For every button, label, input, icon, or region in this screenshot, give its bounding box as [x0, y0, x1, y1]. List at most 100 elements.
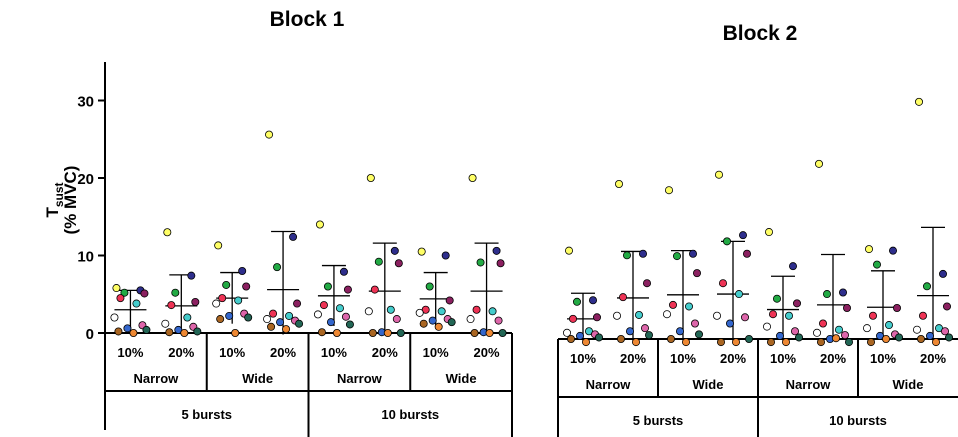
- data-point: [867, 338, 876, 347]
- data-point: [639, 249, 648, 258]
- data-point: [390, 246, 399, 255]
- data-point: [773, 294, 782, 303]
- data-point: [835, 325, 844, 334]
- data-point: [394, 259, 403, 268]
- data-point: [183, 313, 192, 322]
- data-point: [445, 296, 454, 305]
- data-point: [663, 310, 672, 319]
- data-point: [244, 313, 253, 322]
- data-point: [167, 301, 176, 310]
- data-point: [769, 310, 778, 319]
- data-point: [732, 338, 741, 347]
- data-point: [193, 327, 202, 336]
- data-point: [765, 228, 774, 237]
- data-point: [142, 325, 151, 334]
- x-group-label: Wide: [242, 371, 273, 386]
- x-group-label: Wide: [446, 371, 477, 386]
- x-tick-label: 10%: [570, 351, 596, 366]
- y-axis-label: Tsust: [43, 182, 66, 217]
- data-point: [717, 338, 726, 347]
- data-point: [635, 310, 644, 319]
- data-point: [915, 97, 924, 106]
- data-point: [476, 258, 485, 267]
- data-point: [745, 334, 754, 343]
- data-point: [723, 237, 732, 246]
- data-point: [238, 266, 247, 275]
- data-point: [343, 285, 352, 294]
- data-point: [323, 282, 332, 291]
- data-point: [823, 290, 832, 299]
- data-point: [267, 322, 276, 331]
- data-point: [695, 330, 704, 339]
- data-point: [214, 241, 223, 250]
- data-point: [926, 331, 935, 340]
- data-point: [345, 320, 354, 329]
- data-point: [741, 313, 750, 322]
- x-supergroup-label: 5 bursts: [633, 413, 684, 428]
- data-point: [171, 288, 180, 297]
- x-tick-label: 20%: [372, 345, 398, 360]
- data-point: [326, 318, 335, 327]
- data-point: [939, 269, 948, 278]
- x-tick-label: 20%: [820, 351, 846, 366]
- data-point: [873, 260, 882, 269]
- panel-1: 10% 20% 10% 20% 10% 20% 10% 20% Narrow Wide Narrow…: [105, 130, 513, 437]
- data-point: [632, 338, 641, 347]
- data-point: [576, 331, 585, 340]
- x-tick-label: 20%: [474, 345, 500, 360]
- data-point: [466, 315, 475, 324]
- data-point: [595, 333, 604, 342]
- data-point: [386, 305, 395, 314]
- data-point: [470, 328, 479, 337]
- data-point: [488, 307, 497, 316]
- data-point: [293, 299, 302, 308]
- data-point: [120, 288, 129, 297]
- x-tick-label: 20%: [620, 351, 646, 366]
- data-point: [945, 333, 954, 342]
- y-tick-label: 10: [77, 249, 94, 266]
- data-point: [366, 173, 375, 182]
- data-point: [116, 294, 125, 303]
- data-point: [795, 333, 804, 342]
- data-point: [216, 315, 225, 324]
- data-point: [913, 325, 922, 334]
- data-point: [417, 247, 426, 256]
- x-group-label: Narrow: [337, 371, 383, 386]
- data-point: [468, 173, 477, 182]
- data-point: [269, 309, 278, 318]
- data-point: [667, 334, 676, 343]
- data-point: [943, 302, 952, 311]
- data-point: [615, 179, 624, 188]
- data-point: [392, 315, 401, 324]
- data-point: [665, 186, 674, 195]
- data-point: [434, 322, 443, 331]
- data-point: [364, 307, 373, 316]
- data-point: [739, 231, 748, 240]
- data-point: [140, 289, 149, 298]
- data-point: [917, 334, 926, 343]
- data-point: [582, 338, 591, 347]
- y-axis-symbol: T: [43, 207, 62, 218]
- y-axis-unit: (% MVC): [61, 166, 80, 235]
- data-point: [437, 307, 446, 316]
- x-tick-label: 10%: [770, 351, 796, 366]
- data-point: [218, 294, 227, 303]
- data-point: [563, 328, 572, 337]
- data-point: [882, 334, 891, 343]
- data-point: [428, 316, 437, 325]
- data-point: [370, 285, 379, 294]
- data-point: [715, 170, 724, 179]
- x-group-label: Wide: [693, 377, 724, 392]
- data-point: [643, 279, 652, 288]
- data-point: [626, 327, 635, 336]
- panel-1-title: Block 1: [270, 8, 345, 31]
- data-point: [165, 328, 174, 337]
- data-point: [419, 319, 428, 328]
- x-tick-label: 20%: [720, 351, 746, 366]
- data-point: [231, 328, 240, 337]
- data-point: [285, 311, 294, 320]
- data-point: [368, 328, 377, 337]
- data-point: [225, 311, 234, 320]
- x-supergroup-label: 10 bursts: [381, 407, 439, 422]
- data-point: [415, 308, 424, 317]
